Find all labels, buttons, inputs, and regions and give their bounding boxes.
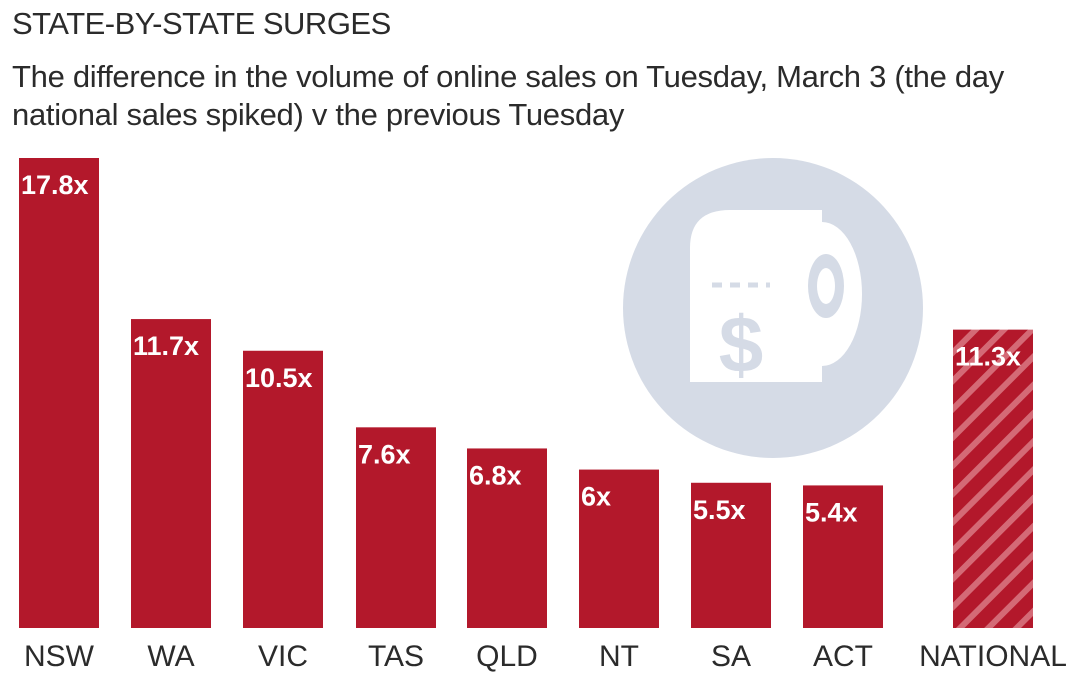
category-label-nt: NT xyxy=(599,640,639,673)
category-label-sa: SA xyxy=(711,640,751,673)
data-label-wa: 11.7x xyxy=(133,331,199,361)
data-label-nt: 6x xyxy=(581,482,611,512)
data-label-qld: 6.8x xyxy=(469,460,522,490)
chart-title: STATE-BY-STATE SURGES xyxy=(12,6,391,41)
category-label-national: NATIONAL xyxy=(919,640,1067,673)
category-label-qld: QLD xyxy=(476,640,538,673)
bar-act xyxy=(803,485,883,628)
data-label-nsw: 17.8x xyxy=(21,170,89,200)
bar-nt xyxy=(579,469,659,628)
bar-sa xyxy=(691,482,771,628)
data-label-sa: 5.5x xyxy=(693,495,746,525)
bar-tas xyxy=(356,427,436,628)
category-label-act: ACT xyxy=(813,640,873,673)
category-label-tas: TAS xyxy=(368,640,424,673)
bar-qld xyxy=(467,448,547,628)
svg-text:$: $ xyxy=(719,300,764,389)
bar-vic xyxy=(243,350,323,628)
data-label-act: 5.4x xyxy=(805,497,858,527)
bar-nsw xyxy=(19,158,99,628)
bar-national xyxy=(953,329,1033,628)
category-label-vic: VIC xyxy=(258,640,308,673)
category-label-wa: WA xyxy=(147,640,194,673)
data-label-tas: 7.6x xyxy=(358,439,411,469)
chart-subtitle: The difference in the volume of online s… xyxy=(12,59,1004,132)
bar-wa xyxy=(131,319,211,628)
toilet-paper-roll-dollar-icon: $ xyxy=(623,158,923,458)
data-label-national: 11.3x xyxy=(955,342,1021,372)
category-label-nsw: NSW xyxy=(24,640,95,673)
data-label-vic: 10.5x xyxy=(245,363,313,393)
